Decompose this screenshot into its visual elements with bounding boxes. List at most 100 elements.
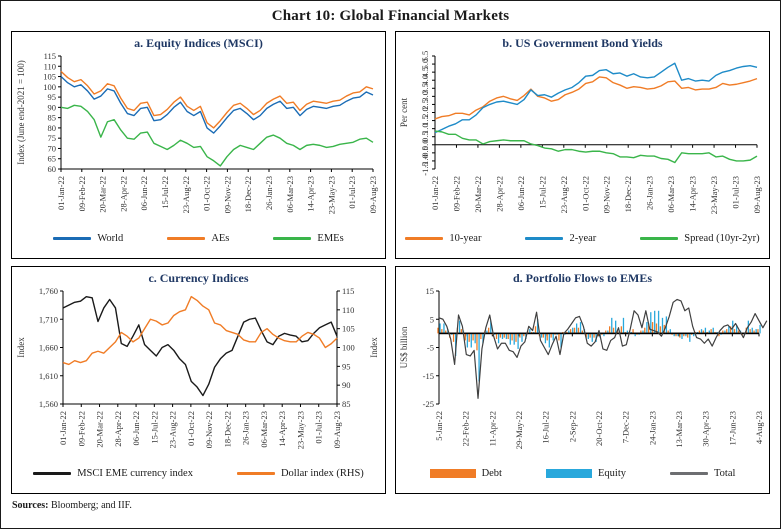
legend-label: MSCI EME currency index	[77, 467, 193, 479]
legend-swatch	[53, 236, 92, 240]
svg-text:20-Mar-22: 20-Mar-22	[94, 411, 104, 448]
panel-b-legend: 10-year 2-year Spread (10yr-2yr)	[396, 227, 769, 249]
sources-text: Bloomberg; and IIF.	[48, 500, 132, 511]
currency-indices-chart: 1,560 1,610 1,660 1,710 1,760 Index 85 90 95 100 1…	[16, 286, 379, 449]
svg-text:01-Jul-23: 01-Jul-23	[313, 411, 323, 444]
svg-text:26-Jan-23: 26-Jan-23	[644, 176, 654, 210]
svg-text:24-Jan-23: 24-Jan-23	[647, 411, 657, 445]
svg-text:7-Dec-22: 7-Dec-22	[620, 411, 630, 443]
panel-b-title: b. US Government Bond Yields	[502, 36, 663, 50]
svg-text:90: 90	[47, 102, 56, 112]
svg-text:US$ billion: US$ billion	[399, 326, 409, 368]
legend-label: 2-year	[569, 232, 597, 244]
figure-title: Chart 10: Global Financial Markets	[271, 8, 510, 24]
svg-text:26-Jan-23: 26-Jan-23	[240, 411, 250, 445]
svg-text:20-Mar-22: 20-Mar-22	[472, 176, 482, 213]
svg-text:95: 95	[342, 361, 351, 371]
legend-label: World	[97, 232, 124, 244]
svg-text:23-May-23: 23-May-23	[709, 176, 719, 214]
legend-label: Spread (10yr-2yr)	[684, 232, 760, 244]
svg-text:09-Aug-23: 09-Aug-23	[368, 176, 378, 213]
svg-text:16-Jul-22: 16-Jul-22	[540, 411, 550, 444]
legend-item-equity: Equity	[545, 468, 626, 479]
legend-swatch	[405, 236, 444, 240]
panel-bond-yields: b. US Government Bond Yields -1.5 -1.0 -0.…	[395, 31, 770, 259]
bond-yields-chart: -1.5-1.0-0.50.00.51.01.52.02.53.03.54.04…	[399, 51, 762, 214]
svg-text:15-Jul-22: 15-Jul-22	[160, 176, 170, 209]
svg-text:18-Dec-22: 18-Dec-22	[623, 176, 633, 212]
svg-text:2-Sep-22: 2-Sep-22	[567, 411, 577, 442]
legend-label: AEs	[211, 232, 230, 244]
svg-text:60: 60	[47, 164, 56, 174]
legend-item-aes: AEs	[167, 233, 229, 244]
legend-item-dollar-index-rhs-: Dollar index (RHS)	[236, 467, 364, 479]
svg-text:100: 100	[342, 343, 355, 353]
svg-text:23-May-23: 23-May-23	[326, 176, 336, 214]
svg-text:15-Jul-22: 15-Jul-22	[149, 411, 159, 444]
svg-text:01-Jan-22: 01-Jan-22	[56, 176, 66, 210]
svg-text:-25: -25	[422, 399, 433, 409]
svg-text:90: 90	[342, 380, 351, 390]
portfolio-flows-chart: -25 -15 -5 5 15 US$ billion 5-Jan-22 22-Feb-22 1…	[399, 286, 767, 449]
svg-text:65: 65	[47, 154, 56, 164]
legend-label: Debt	[481, 467, 502, 479]
svg-text:18-Dec-22: 18-Dec-22	[222, 411, 232, 447]
svg-text:23-May-23: 23-May-23	[295, 411, 305, 449]
legend-item-spread-10yr-2yr-: Spread (10yr-2yr)	[640, 232, 760, 244]
legend-item-10-year: 10-year	[405, 233, 481, 244]
svg-text:29-May-22: 29-May-22	[514, 411, 524, 449]
panel-a-title: a. Equity Indices (MSCI)	[134, 36, 263, 50]
svg-text:2.5: 2.5	[420, 99, 430, 110]
legend-label: Dollar index (RHS)	[280, 467, 364, 479]
svg-text:4-Aug-23: 4-Aug-23	[754, 411, 764, 444]
svg-text:01-Jan-22: 01-Jan-22	[58, 411, 68, 445]
svg-text:1,660: 1,660	[38, 343, 57, 353]
svg-text:95: 95	[47, 92, 56, 102]
legend-label: 10-year	[449, 232, 482, 244]
svg-text:09-Feb-22: 09-Feb-22	[451, 176, 461, 211]
panel-grid: a. Equity Indices (MSCI) 60 65 70 75 80 85 90 9…	[11, 31, 770, 494]
legend-item-emes: EMEs	[273, 232, 344, 244]
svg-text:23-Aug-22: 23-Aug-22	[180, 176, 190, 213]
panel-c-legend: MSCI EME currency index Dollar index (RHS…	[12, 462, 385, 484]
svg-text:115: 115	[43, 51, 55, 61]
svg-text:110: 110	[43, 61, 55, 71]
panel-currency-indices: c. Currency Indices 1,560 1,610 1,660 1,710…	[11, 266, 386, 494]
panel-portfolio-flows: d. Portfolio Flows to EMEs -25 -15 -5 5 15 US…	[395, 266, 770, 494]
svg-text:17-Jun-23: 17-Jun-23	[727, 411, 737, 445]
legend-swatch	[669, 471, 708, 475]
svg-text:75: 75	[47, 133, 56, 143]
legend-swatch	[525, 236, 564, 240]
svg-text:28-Apr-22: 28-Apr-22	[118, 176, 128, 212]
svg-text:-5: -5	[426, 343, 433, 353]
panel-equity-indices: a. Equity Indices (MSCI) 60 65 70 75 80 85 90 9…	[11, 31, 386, 259]
svg-text:Index (June end-2021 = 100): Index (June end-2021 = 100)	[16, 60, 26, 165]
legend-swatch	[545, 468, 592, 478]
svg-text:06-Jun-22: 06-Jun-22	[515, 176, 525, 210]
svg-text:Index: Index	[369, 337, 379, 358]
svg-text:1,560: 1,560	[38, 399, 57, 409]
legend-swatch	[236, 471, 275, 475]
svg-text:30-Apr-23: 30-Apr-23	[700, 411, 710, 447]
svg-text:100: 100	[43, 82, 56, 92]
svg-text:06-Jun-22: 06-Jun-22	[139, 176, 149, 210]
svg-text:09-Nov-22: 09-Nov-22	[222, 176, 232, 213]
svg-text:-0.5: -0.5	[420, 146, 430, 159]
legend-swatch	[167, 236, 206, 240]
svg-text:01-Jul-23: 01-Jul-23	[347, 176, 357, 209]
svg-text:06-Mar-23: 06-Mar-23	[284, 176, 294, 213]
svg-text:09-Nov-22: 09-Nov-22	[204, 411, 214, 448]
svg-text:Per cent: Per cent	[399, 97, 409, 127]
svg-text:09-Feb-22: 09-Feb-22	[76, 411, 86, 446]
svg-text:-15: -15	[422, 371, 433, 381]
svg-text:28-Apr-22: 28-Apr-22	[112, 411, 122, 447]
legend-label: EMEs	[317, 232, 344, 244]
svg-text:Index: Index	[16, 337, 26, 358]
svg-text:06-Jun-22: 06-Jun-22	[131, 411, 141, 445]
svg-text:14-Apr-23: 14-Apr-23	[687, 176, 697, 212]
panel-d-title: d. Portfolio Flows to EMEs	[513, 271, 652, 285]
legend-swatch	[429, 468, 476, 478]
svg-text:80: 80	[47, 123, 56, 133]
svg-text:85: 85	[47, 113, 56, 123]
svg-text:105: 105	[342, 324, 355, 334]
